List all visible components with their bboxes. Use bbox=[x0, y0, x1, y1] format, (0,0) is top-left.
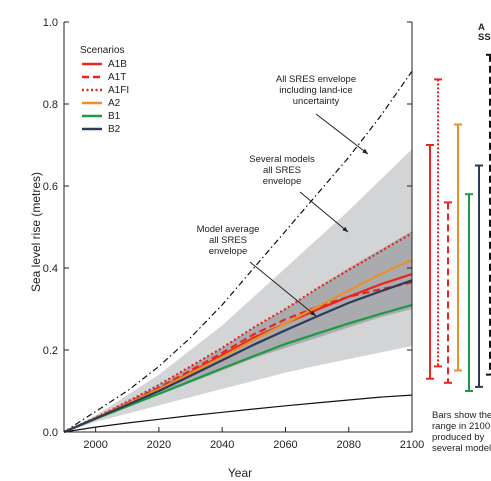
annotation-arrowhead-model-average bbox=[310, 310, 316, 316]
annotation-model-average-line-1: all SRES bbox=[209, 235, 247, 246]
annotation-all-sres-line-2: uncertainty bbox=[293, 96, 340, 107]
legend-title: Scenarios bbox=[80, 45, 124, 56]
outer-bound-line-0 bbox=[63, 70, 413, 433]
y-axis-title: Sea level rise (metres) bbox=[29, 172, 43, 292]
series-line-a1t bbox=[63, 281, 413, 434]
legend-label-a2: A2 bbox=[108, 98, 121, 109]
y-tick-label-3: 0.6 bbox=[43, 181, 58, 193]
envelope-0 bbox=[64, 149, 412, 432]
corner-text-0: A bbox=[478, 22, 485, 33]
series-lines bbox=[63, 232, 413, 434]
annotation-several-models-line-2: envelope bbox=[263, 176, 302, 187]
legend-label-a1fi: A1FI bbox=[108, 85, 129, 96]
outer-bounds bbox=[63, 70, 413, 433]
y-tick-label-4: 0.8 bbox=[43, 99, 58, 111]
annotation-several-models-line-0: Several models bbox=[249, 154, 315, 165]
annotation-model-average-line-0: Model average bbox=[197, 224, 260, 235]
annotation-arrow-several-models bbox=[299, 191, 349, 233]
envelopes bbox=[64, 149, 412, 432]
corner-text-1: SS bbox=[478, 32, 491, 43]
x-tick-label-2: 2040 bbox=[210, 439, 234, 451]
axes: 0.0 0.2 0.4 0.6 0.8 1.0 2000 2020 2040 2060 2080 21… bbox=[43, 17, 425, 451]
x-tick-label-3: 2060 bbox=[273, 439, 297, 451]
annotation-several-models-line-1: all SRES bbox=[263, 165, 301, 176]
bars-note-line-0: Bars show the bbox=[432, 410, 491, 421]
x-axis-title: Year bbox=[228, 466, 252, 480]
x-tick-label-5: 2100 bbox=[400, 439, 424, 451]
annotation-all-sres-line-0: All SRES envelope bbox=[276, 74, 356, 85]
legend-label-a1t: A1T bbox=[108, 72, 126, 83]
annotation-model-average-line-2: envelope bbox=[209, 246, 248, 257]
bars-note-line-3: several models bbox=[432, 443, 491, 454]
y-tick-label-0: 0.0 bbox=[43, 427, 58, 439]
annotation-arrowhead-several-models bbox=[342, 226, 348, 232]
x-tick-label-1: 2020 bbox=[147, 439, 171, 451]
legend-label-a1b: A1B bbox=[108, 59, 127, 70]
outer-bound-line-1 bbox=[63, 394, 413, 433]
legend-label-b1: B1 bbox=[108, 111, 121, 122]
bars-note-line-1: range in 2100 bbox=[432, 421, 490, 432]
annotation-arrowhead-all-sres bbox=[362, 148, 368, 154]
legend-label-b2: B2 bbox=[108, 124, 121, 135]
annotation-arrow-all-sres bbox=[315, 113, 369, 155]
annotation-all-sres-line-1: including land-ice bbox=[279, 85, 352, 96]
y-tick-label-1: 0.2 bbox=[43, 345, 58, 357]
series-line-a1fi bbox=[63, 232, 413, 434]
series-line-b2 bbox=[63, 279, 413, 434]
annotation-arrow-model-average bbox=[249, 261, 317, 317]
y-tick-label-5: 1.0 bbox=[43, 17, 58, 29]
x-tick-label-0: 2000 bbox=[83, 439, 107, 451]
x-tick-label-4: 2080 bbox=[336, 439, 360, 451]
bars-note-line-2: produced by bbox=[432, 432, 485, 443]
y-tick-label-2: 0.4 bbox=[43, 263, 58, 275]
legend: Scenarios A1B A1T A1FI A2 B1 B2 bbox=[80, 45, 129, 135]
